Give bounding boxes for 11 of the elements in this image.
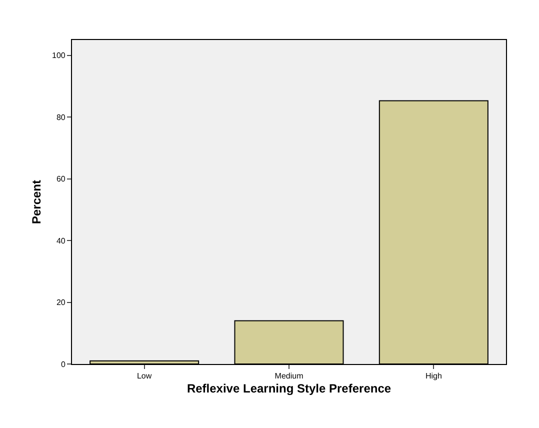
x-axis-title: Reflexive Learning Style Preference — [186, 382, 392, 396]
x-tick-label: High — [425, 372, 442, 381]
y-tick-label: 100 — [52, 51, 66, 60]
x-tick-label: Low — [136, 372, 152, 381]
y-tick-label: 20 — [56, 298, 66, 308]
y-tick-label: 40 — [56, 236, 66, 246]
x-tick-label: Medium — [274, 372, 304, 381]
y-axis-title: Percent — [29, 180, 44, 224]
y-tick-label: 0 — [60, 360, 66, 369]
y-tick-label: 60 — [56, 174, 66, 184]
y-tick-label: 80 — [56, 112, 66, 122]
